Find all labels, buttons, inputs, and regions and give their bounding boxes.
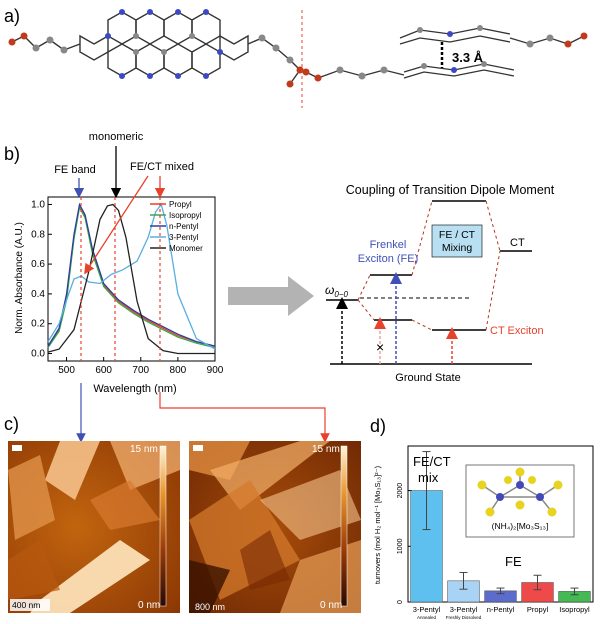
molecule-top-view xyxy=(11,11,301,85)
afm-2-scale-bar: 800 nm xyxy=(195,602,225,612)
panel-a-structures: 3.3 Å xyxy=(8,9,588,108)
bar-category-sublabel: Annealed xyxy=(417,615,437,620)
x-tick-label: 500 xyxy=(58,365,75,376)
inset-formula: (NH₄)₂[Mo₃S₁₃] xyxy=(492,521,549,531)
absorbance-chart: 500 600 700 800 900 0.0 0.2 0.4 0.6 0.8 1.0 Propyl… xyxy=(14,131,224,395)
omega-symbol: ω0−0 xyxy=(325,283,348,299)
molecule-side-view xyxy=(305,27,585,79)
fe-ct-mix-label-2: mix xyxy=(418,470,439,485)
fe-label: FE xyxy=(505,554,522,569)
correlation-lines xyxy=(357,200,501,331)
chart-frame xyxy=(47,196,216,362)
stacking-distance-label: 3.3 Å xyxy=(452,50,484,65)
bar-y-tick-label: 2000 xyxy=(397,483,404,499)
mixing-label-2: Mixing xyxy=(442,242,473,254)
molecule-atoms xyxy=(8,9,304,88)
bar-category-label: Isopropyl xyxy=(559,605,590,614)
x-tick-label: 600 xyxy=(95,365,112,376)
x-tick-label: 700 xyxy=(132,365,149,376)
panel-letter-d: d) xyxy=(370,416,386,436)
afm-1-z-min: 0 nm xyxy=(138,600,160,611)
y-tick-label: 0.6 xyxy=(31,259,45,270)
flow-arrow xyxy=(228,276,314,316)
bar-category-label: n-Pentyl xyxy=(487,605,515,614)
frenkel-label-1: Frenkel xyxy=(370,239,407,251)
panel-letter-b: b) xyxy=(4,144,20,164)
series-line-isopropyl xyxy=(47,205,216,349)
y-axis-label: Norm. Absorbance (A.U.) xyxy=(14,222,25,334)
x-tick-label: 900 xyxy=(207,365,224,376)
panel-letter-a: a) xyxy=(4,6,20,26)
legend-entry: Monomer xyxy=(169,244,203,253)
legend-entry: 3-Pentyl xyxy=(169,233,199,242)
y-tick-label: 0.8 xyxy=(31,229,45,240)
side-view-atoms xyxy=(302,25,588,82)
fe-ct-mixed-annotation: FE/CT mixed xyxy=(130,161,194,173)
afm-image-1 xyxy=(8,441,180,613)
absorbance-legend: Propyl Isopropyl n-Pentyl 3-Pentyl Monomer xyxy=(150,200,203,253)
afm-image-2 xyxy=(189,441,361,613)
afm-1-z-max: 15 nm xyxy=(130,444,158,455)
legend-entry: n-Pentyl xyxy=(169,222,199,231)
series-line-n-pentyl xyxy=(47,202,216,347)
energy-diagram-title: Coupling of Transition Dipole Moment xyxy=(346,183,555,197)
ct-exciton-label: CT Exciton xyxy=(490,325,544,337)
absorbance-ticks: 500 600 700 800 900 0.0 0.2 0.4 0.6 0.8 1.0 xyxy=(31,199,224,376)
bar-y-tick-label: 1000 xyxy=(397,538,404,554)
legend-entry: Isopropyl xyxy=(169,211,202,220)
bar-category-label: 3-Pentyl xyxy=(413,605,441,614)
fe-ct-mix-label-1: FE/CT xyxy=(413,454,451,469)
x-axis-label: Wavelength (nm) xyxy=(93,383,176,395)
bar-y-tick-label: 0 xyxy=(397,600,404,604)
ct-connector-arrow xyxy=(159,392,330,443)
mixing-label-1: FE / CT xyxy=(439,229,476,241)
bar-marks xyxy=(410,451,591,603)
y-tick-label: 0.0 xyxy=(31,349,45,360)
bar-y-axis-label: turnovers (mol H₂ mol⁻¹ [Mo₃S₁₃]²⁻) xyxy=(373,465,382,584)
afm-2-z-min: 0 nm xyxy=(320,600,342,611)
bar-ticks: 0 1000 2000 xyxy=(397,483,412,604)
bar-category-sublabel: Freshly Dissolved xyxy=(446,615,482,620)
mixing-box xyxy=(431,224,483,258)
y-tick-label: 0.4 xyxy=(31,289,45,300)
ground-state-label: Ground State xyxy=(395,372,460,384)
bar-category-label: 3-Pentyl xyxy=(450,605,478,614)
ct-label: CT xyxy=(510,237,525,249)
mo3s13-cluster-inset xyxy=(477,467,563,517)
series-line-3-pentyl xyxy=(47,203,216,350)
absorbance-series xyxy=(47,202,216,355)
frenkel-label-2: Exciton (FE) xyxy=(358,253,419,265)
afm-2-z-max: 15 nm xyxy=(312,444,340,455)
bar-category-label: Propyl xyxy=(527,605,549,614)
forbidden-cross: × xyxy=(376,339,384,355)
monomeric-annotation: monomeric xyxy=(89,131,144,143)
panel-letter-c: c) xyxy=(4,414,19,434)
fe-band-annotation: FE band xyxy=(54,164,96,176)
afm-1-scale-bar: 400 nm xyxy=(12,600,40,610)
y-tick-label: 0.2 xyxy=(31,319,45,330)
x-tick-label: 800 xyxy=(170,365,187,376)
legend-entry: Propyl xyxy=(169,200,192,209)
y-tick-label: 1.0 xyxy=(31,199,45,210)
energy-diagram: Coupling of Transition Dipole Moment Gro… xyxy=(325,183,555,384)
